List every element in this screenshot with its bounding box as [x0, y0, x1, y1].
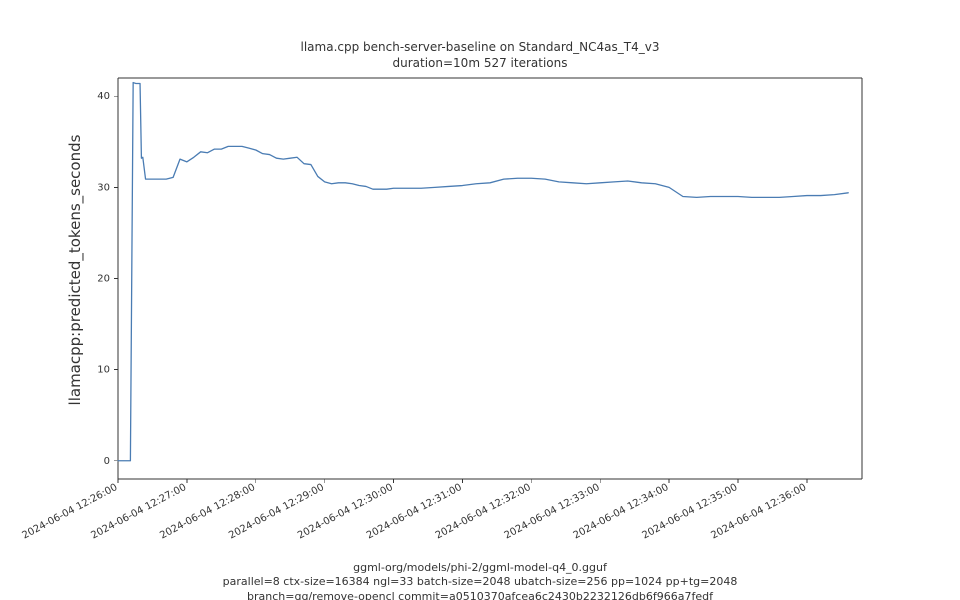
data-series-line: [118, 83, 848, 461]
y-tick-label: 10: [97, 365, 110, 376]
y-tick-label: 20: [97, 274, 110, 285]
footer-line-3: branch=gg/remove-opencl commit=a0510370a…: [0, 590, 960, 600]
chart-footer: ggml-org/models/phi-2/ggml-model-q4_0.gg…: [0, 561, 960, 600]
footer-line-1: ggml-org/models/phi-2/ggml-model-q4_0.gg…: [0, 561, 960, 575]
chart-container: llama.cpp bench-server-baseline on Stand…: [0, 0, 960, 600]
y-tick-label: 40: [97, 91, 110, 102]
footer-line-2: parallel=8 ctx-size=16384 ngl=33 batch-s…: [0, 575, 960, 589]
y-tick-label: 30: [97, 182, 110, 193]
chart-svg: 0102030402024-06-04 12:26:002024-06-04 1…: [0, 0, 960, 600]
y-tick-label: 0: [104, 456, 110, 467]
